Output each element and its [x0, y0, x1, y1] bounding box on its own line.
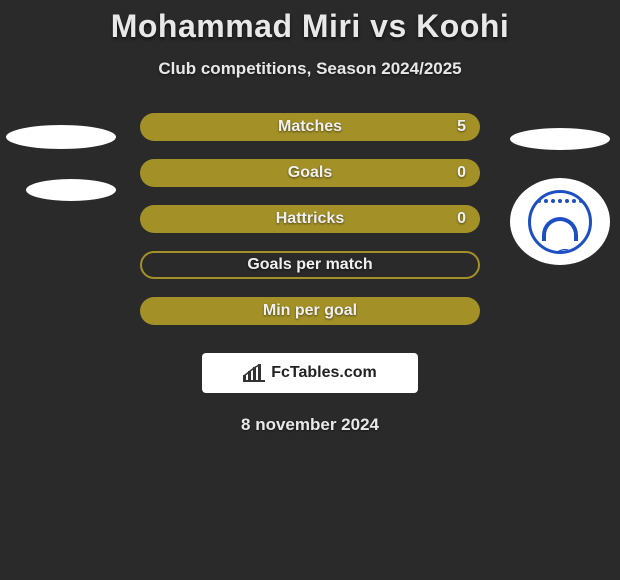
stat-row: Matches5 [140, 113, 480, 141]
stat-label: Goals [140, 164, 480, 182]
stat-row: Hattricks0 [140, 205, 480, 233]
attribution-text: FcTables.com [271, 364, 377, 382]
player-left-placeholder-1 [6, 125, 116, 149]
badge-arch [542, 217, 578, 241]
stat-rows: Matches5Goals0Hattricks0Goals per matchM… [140, 113, 480, 325]
chart-icon [243, 364, 265, 382]
stat-label: Matches [140, 118, 480, 136]
player-right-placeholder-1 [510, 128, 610, 150]
subtitle: Club competitions, Season 2024/2025 [0, 59, 620, 79]
stat-label: Min per goal [140, 302, 480, 320]
stat-value: 0 [457, 164, 466, 182]
stat-label: Hattricks [140, 210, 480, 228]
stat-row: Min per goal [140, 297, 480, 325]
player-left-placeholder-2 [26, 179, 116, 201]
badge-dots [537, 199, 583, 203]
stat-label: Goals per match [142, 256, 478, 274]
attribution-badge[interactable]: FcTables.com [202, 353, 418, 393]
club-badge-right [510, 178, 610, 265]
generated-date: 8 november 2024 [0, 415, 620, 435]
page-title: Mohammad Miri vs Koohi [0, 8, 620, 45]
stat-row: Goals per match [140, 251, 480, 279]
stat-row: Goals0 [140, 159, 480, 187]
badge-wave [537, 241, 583, 247]
stat-value: 5 [457, 118, 466, 136]
club-badge-inner [528, 190, 592, 254]
stat-value: 0 [457, 210, 466, 228]
